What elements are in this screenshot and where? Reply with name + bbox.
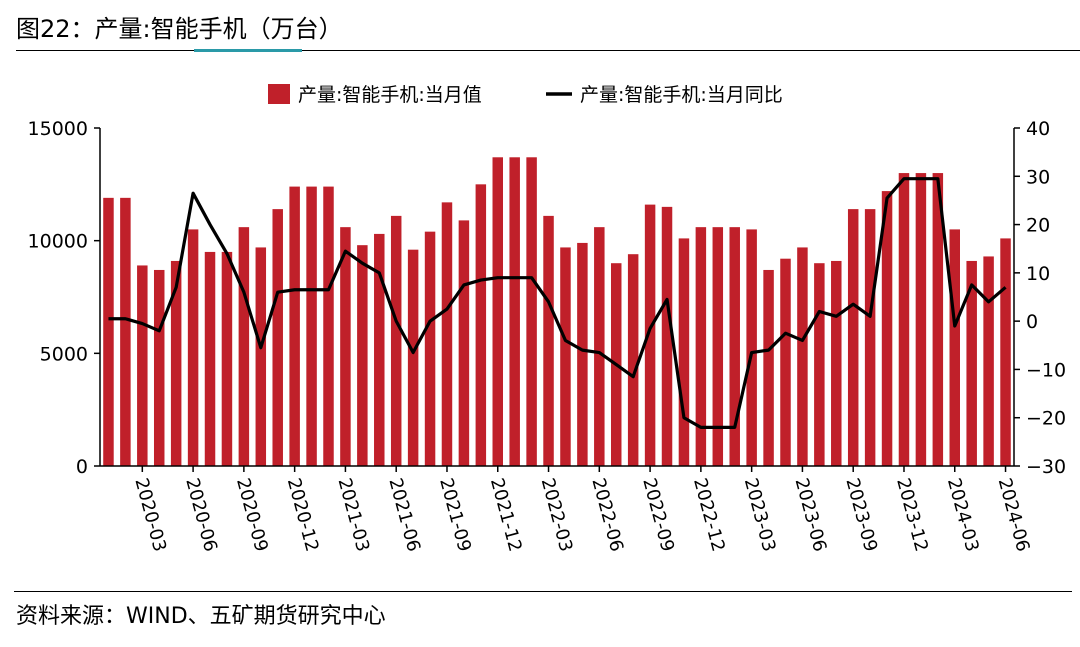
- bar-2024-04: [966, 260, 977, 466]
- bar-2022-01: [509, 157, 520, 467]
- bar-2023-06: [797, 247, 808, 466]
- legend: 产量:智能手机:当月值 产量:智能手机:当月同比: [268, 84, 783, 106]
- bar-2021-03: [340, 227, 351, 466]
- bar-2023-11: [881, 191, 893, 466]
- bar-2021-02: [323, 186, 334, 466]
- x-tick-label: 2022-06: [587, 476, 627, 554]
- bar-2020-01: [103, 197, 114, 466]
- x-tick-label: 2022-09: [638, 476, 678, 554]
- bar-2023-04: [763, 269, 774, 466]
- bar-2021-01: [306, 186, 317, 466]
- bar-2021-12: [492, 157, 503, 467]
- bar-2022-12: [695, 227, 707, 466]
- bar-2022-06: [594, 227, 605, 466]
- bar-2023-08: [831, 260, 842, 466]
- bar-2023-12: [898, 173, 910, 466]
- bar-2020-06: [187, 229, 199, 466]
- yoy-line: [108, 177, 1007, 429]
- bar-2022-04: [560, 247, 571, 466]
- bar-2023-02: [729, 227, 740, 466]
- x-tick-label: 2023-03: [740, 476, 780, 554]
- legend-bar-swatch: [268, 84, 290, 104]
- x-tick-label: 2024-03: [943, 476, 983, 554]
- bar-2022-09: [644, 204, 656, 467]
- bar-2020-12: [289, 186, 300, 466]
- y-left-tick-label: 15000: [28, 118, 88, 140]
- bar-2024-01: [915, 173, 927, 466]
- y-right-tick-label: 0: [1026, 311, 1038, 333]
- bar-2023-03: [746, 229, 757, 466]
- bar-2022-05: [577, 242, 588, 466]
- bar-2023-01: [712, 227, 724, 466]
- bar-2021-11: [475, 184, 487, 466]
- x-tick-label: 2023-12: [892, 476, 932, 554]
- bar-2024-06: [1000, 238, 1011, 466]
- bar-2021-08: [424, 231, 436, 466]
- x-tick-label: 2020-03: [130, 476, 170, 554]
- y-right-tick-label: 10: [1026, 263, 1050, 285]
- bar-2024-05: [983, 256, 994, 466]
- bar-2021-10: [458, 220, 470, 466]
- x-tick-label: 2021-09: [435, 476, 475, 554]
- bar-2021-06: [390, 215, 402, 466]
- x-tick-label: 2022-12: [689, 476, 729, 554]
- title-underline: [16, 50, 1080, 51]
- bar-2020-04: [153, 269, 165, 466]
- y-right-tick-label: −10: [1026, 359, 1066, 381]
- bar-2020-05: [170, 260, 182, 466]
- chart: 产量:智能手机:当月值 产量:智能手机:当月同比 0 5000 10000 15000…: [28, 84, 1066, 554]
- title-accent-line: [194, 49, 302, 52]
- bar-2020-07: [204, 251, 216, 466]
- bar-2022-11: [678, 238, 690, 466]
- bar-2023-10: [864, 209, 876, 466]
- x-tick-label: 2022-03: [537, 476, 577, 554]
- y-left-tick-label: 0: [76, 456, 88, 478]
- bar-2020-02: [120, 197, 131, 466]
- y-right-tick-label: −20: [1026, 408, 1066, 430]
- figure-title: 图22：产量:智能手机（万台）: [16, 15, 343, 43]
- bar-2021-07: [407, 249, 419, 466]
- legend-line-label: 产量:智能手机:当月同比: [580, 84, 783, 106]
- bar-2022-03: [543, 215, 554, 466]
- bar-2023-09: [847, 209, 859, 466]
- bar-series: [103, 157, 1011, 467]
- y-right-tick-label: −30: [1026, 456, 1066, 478]
- source-note: 资料来源：WIND、五矿期货研究中心: [16, 604, 386, 629]
- x-tick-label: 2021-12: [486, 476, 526, 554]
- bar-2021-04: [357, 245, 368, 466]
- x-tick-label: 2021-06: [384, 476, 424, 554]
- bar-2020-09: [238, 227, 250, 466]
- bar-2022-02: [526, 157, 537, 467]
- y-right-tick-label: 40: [1026, 118, 1050, 140]
- x-tick-label: 2020-06: [181, 476, 221, 554]
- bar-2020-10: [255, 247, 267, 466]
- x-tick-label: 2024-06: [994, 476, 1034, 554]
- x-tick-label: 2023-09: [841, 476, 881, 554]
- y-right-tick-label: 20: [1026, 215, 1050, 237]
- bar-2020-03: [137, 265, 148, 466]
- bar-2024-03: [949, 229, 960, 466]
- y-right-tick-label: 30: [1026, 166, 1050, 188]
- y-left-tick-label: 10000: [28, 231, 88, 253]
- bar-2024-02: [932, 173, 944, 466]
- x-tick-label: 2020-12: [283, 476, 323, 554]
- bar-2021-09: [441, 202, 453, 467]
- x-tick-label: 2020-09: [232, 476, 272, 554]
- line-series: [108, 177, 1007, 429]
- bar-2020-08: [221, 251, 233, 466]
- bar-2022-08: [627, 254, 639, 466]
- bar-2023-05: [780, 258, 791, 466]
- x-tick-label: 2021-03: [334, 476, 374, 554]
- bar-2023-07: [814, 263, 825, 466]
- bar-2022-10: [661, 206, 673, 466]
- y-left-tick-label: 5000: [40, 343, 88, 365]
- figure-title-bar: 图22：产量:智能手机（万台）: [16, 14, 1080, 52]
- bar-2021-05: [374, 233, 385, 466]
- legend-bar-label: 产量:智能手机:当月值: [298, 84, 482, 106]
- x-tick-label: 2023-06: [791, 476, 831, 554]
- bar-2020-11: [272, 209, 283, 466]
- footer-divider: [14, 591, 1072, 592]
